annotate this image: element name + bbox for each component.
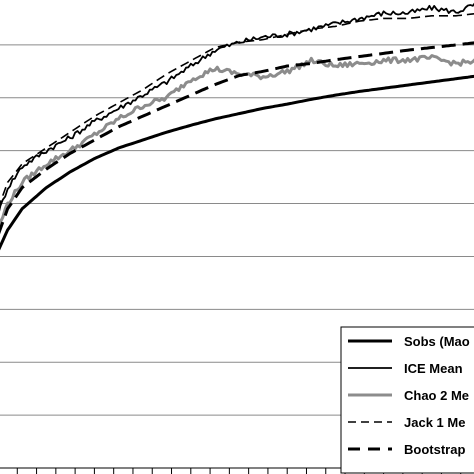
series-line: [0, 54, 474, 230]
legend-box: [340, 326, 474, 474]
gridlines: [0, 44, 474, 416]
legend: Sobs (Mao ICE Mean Chao 2 Me Jack 1 Me Boots…: [340, 326, 474, 474]
legend-label: Sobs (Mao: [404, 334, 470, 349]
series-line: [0, 41, 474, 235]
series-line: [0, 74, 474, 251]
series-line: [0, 12, 474, 206]
legend-label: Chao 2 Me: [404, 388, 469, 403]
legend-label: Jack 1 Me: [404, 415, 465, 430]
series-line: [0, 2, 474, 212]
series-lines: [0, 2, 474, 251]
legend-label: Bootstrap: [404, 442, 465, 457]
legend-label: ICE Mean: [404, 361, 463, 376]
